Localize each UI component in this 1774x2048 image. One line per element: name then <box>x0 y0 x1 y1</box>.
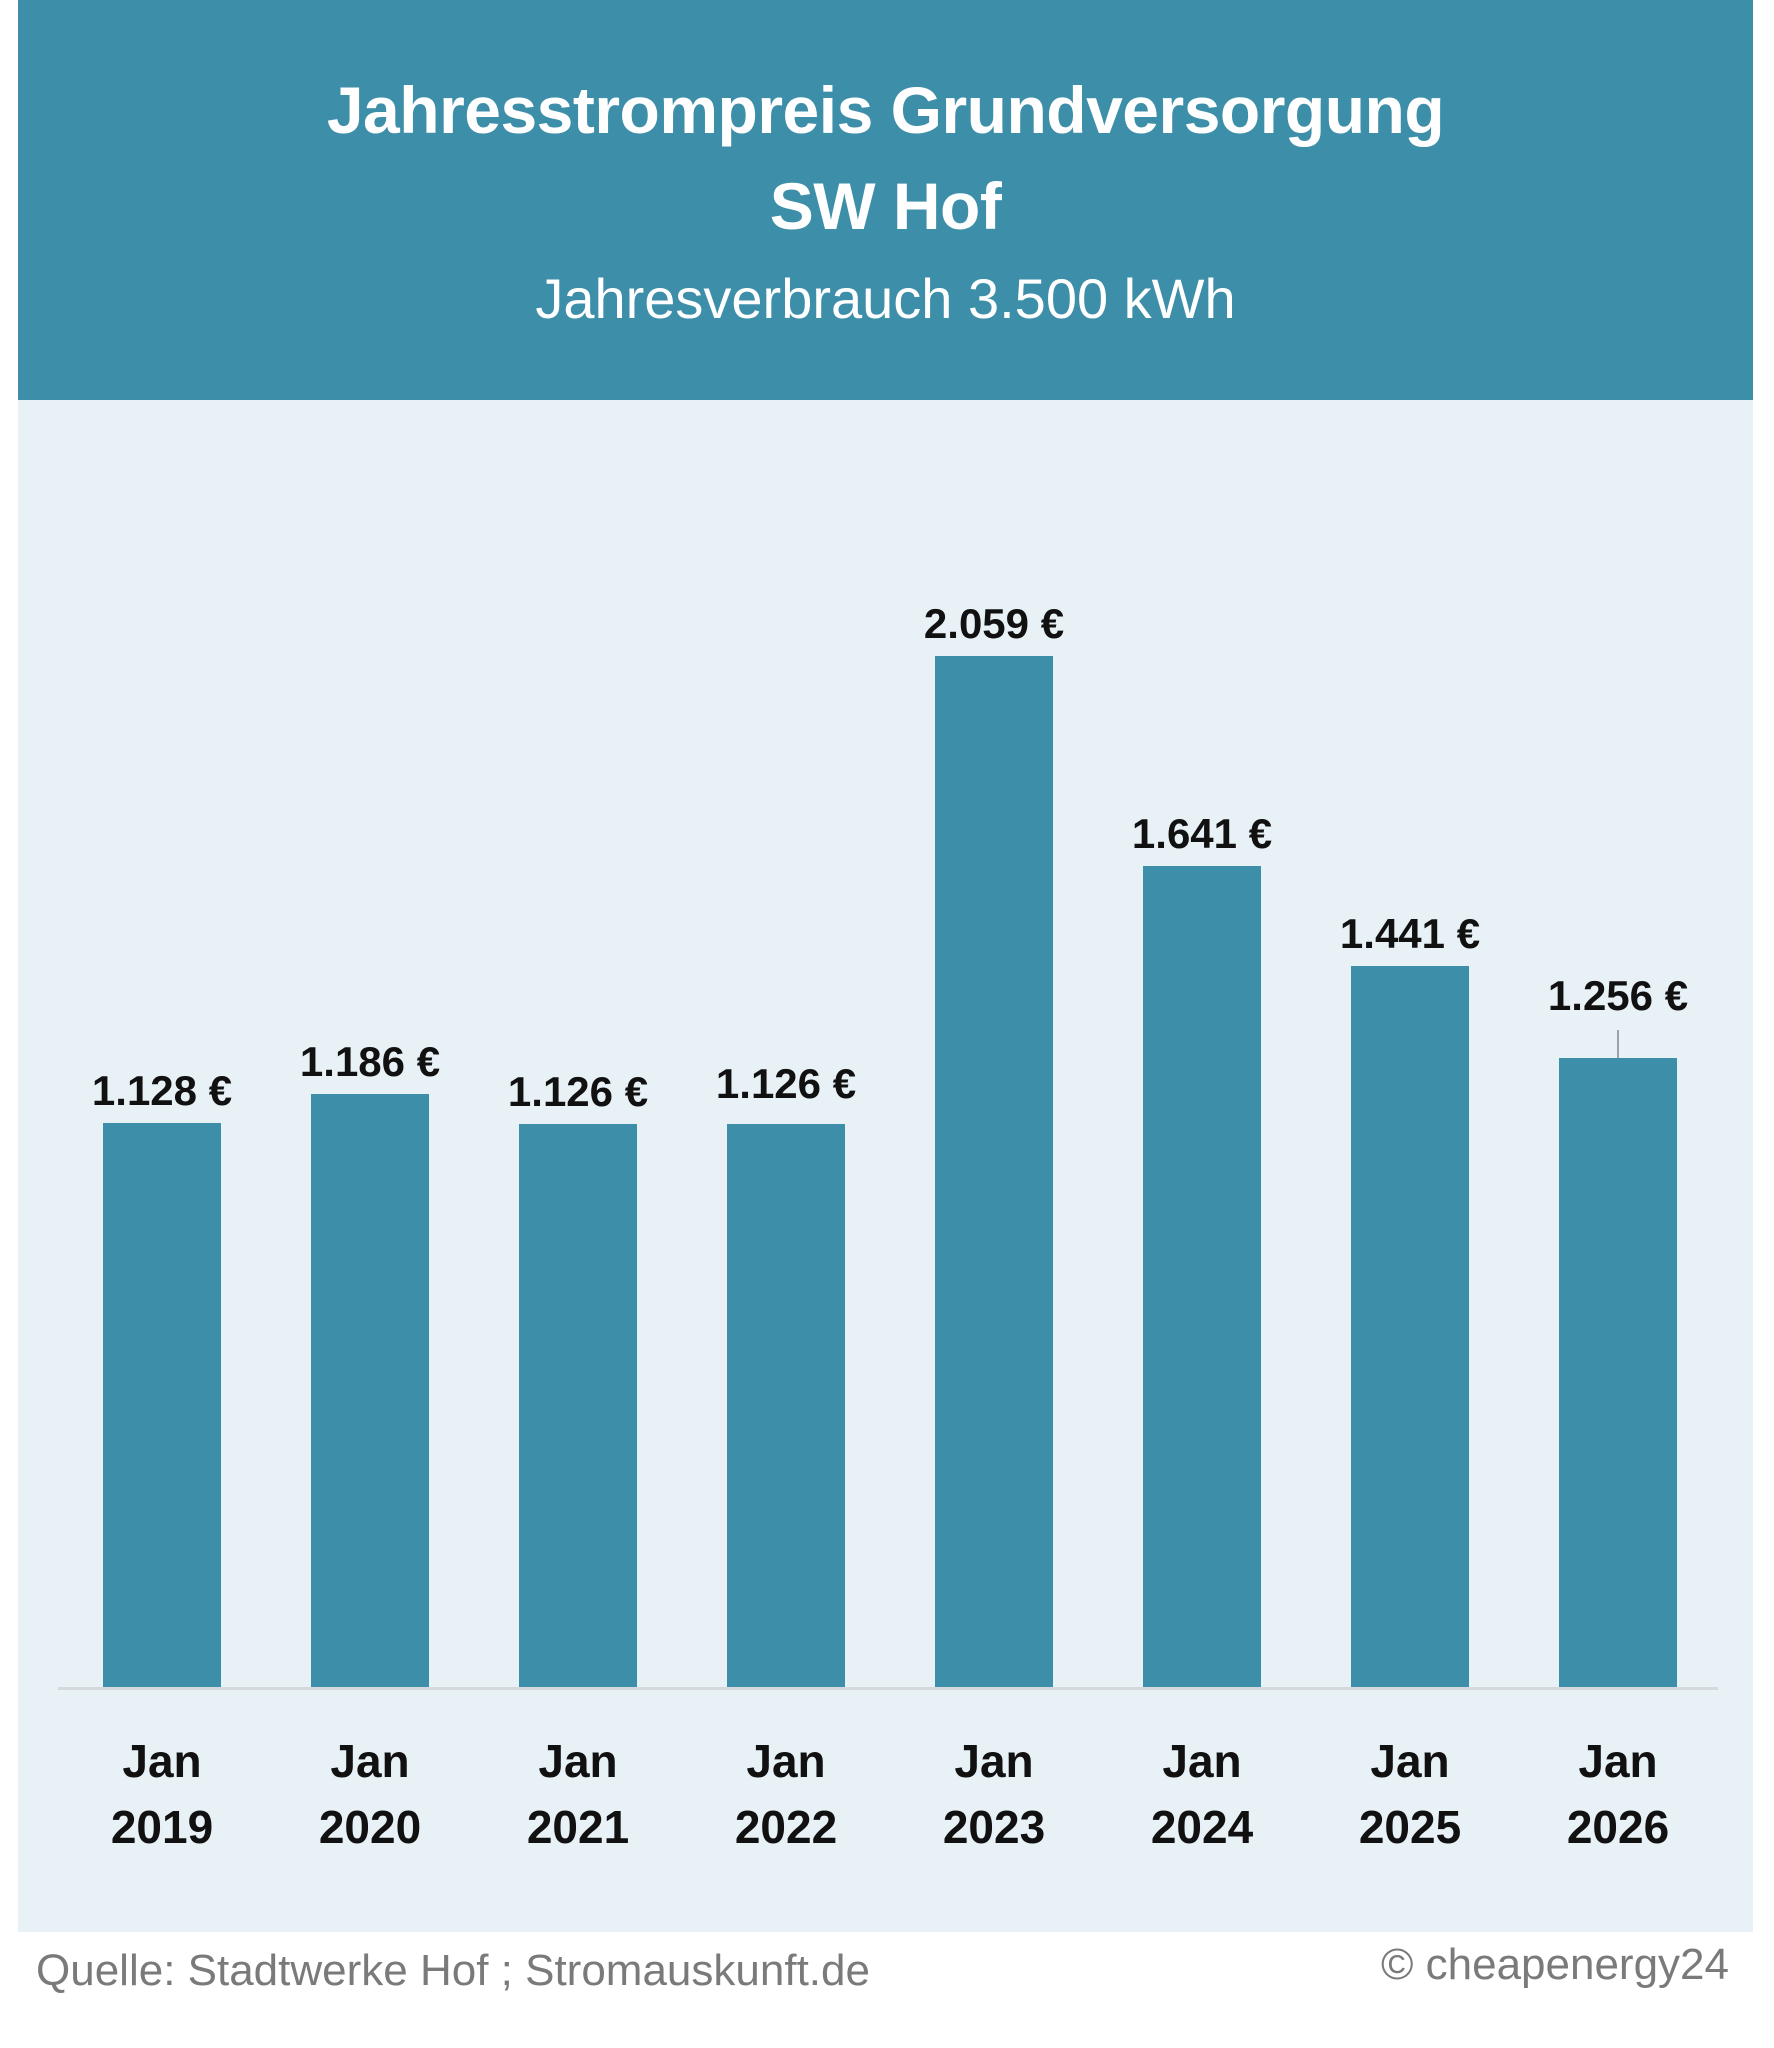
x-axis-tick-label: Jan 2020 <box>318 1735 422 1853</box>
bar <box>311 1094 429 1688</box>
x-axis-line <box>58 1687 1718 1690</box>
x-axis-tick-label: Jan 2019 <box>110 1735 214 1853</box>
bar-value-label: 1.186 € <box>299 1038 441 1085</box>
chart-title-line1: Jahresstrompreis Grundversorgung <box>326 73 1445 147</box>
bar <box>727 1124 845 1688</box>
bar <box>519 1124 637 1688</box>
source-note: Quelle: Stadtwerke Hof ; Stromauskunft.d… <box>36 1946 870 1995</box>
bar-value-label: 1.641 € <box>1131 810 1273 857</box>
chart-header: Jahresstrompreis Grundversorgung SW Hof … <box>18 0 1753 400</box>
x-axis-tick-label: Jan 2023 <box>942 1735 1046 1853</box>
bar <box>935 656 1053 1688</box>
bar <box>1351 966 1469 1688</box>
x-axis-tick-label: Jan 2021 <box>526 1735 630 1853</box>
bar <box>1559 1058 1677 1688</box>
chart-subtitle: Jahresverbrauch 3.500 kWh <box>535 267 1236 330</box>
copyright-note: © cheapenergy24 <box>1380 1940 1729 1989</box>
bar-value-label: 1.128 € <box>91 1067 233 1114</box>
chart-title-line2: SW Hof <box>769 169 1002 243</box>
bar <box>1143 866 1261 1688</box>
x-axis-tick-label: Jan 2025 <box>1358 1735 1462 1853</box>
bar-value-label: 1.256 € <box>1547 972 1689 1019</box>
x-axis-tick-label: Jan 2026 <box>1566 1735 1670 1853</box>
label-leader-line <box>1617 1030 1619 1058</box>
bar-value-label: 1.126 € <box>715 1060 857 1107</box>
x-axis-tick-label: Jan 2022 <box>734 1735 838 1853</box>
bar-value-label: 1.126 € <box>507 1068 649 1115</box>
bar <box>103 1123 221 1688</box>
x-axis-tick-label: Jan 2024 <box>1150 1735 1254 1853</box>
bar-value-label: 2.059 € <box>923 600 1065 647</box>
bar-value-label: 1.441 € <box>1339 910 1481 957</box>
